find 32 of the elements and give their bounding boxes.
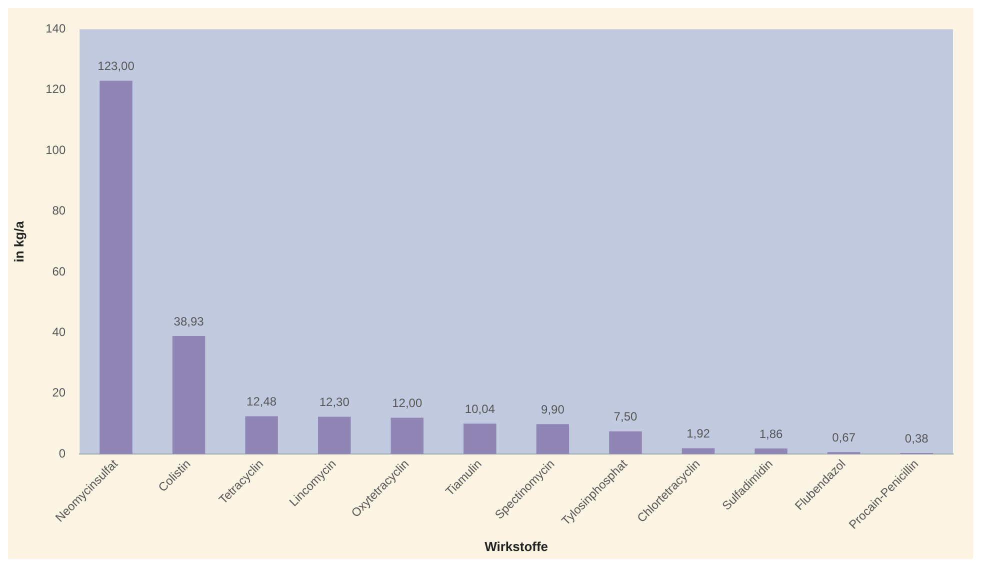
y-tick-label: 40 bbox=[52, 325, 66, 340]
data-label: 0,67 bbox=[832, 430, 856, 444]
y-tick-label: 20 bbox=[52, 386, 66, 400]
bar bbox=[318, 416, 351, 454]
y-tick-label: 60 bbox=[52, 264, 66, 278]
bar bbox=[172, 336, 206, 454]
data-label: 1,86 bbox=[759, 426, 784, 441]
bar bbox=[390, 418, 424, 454]
y-tick-label: 120 bbox=[46, 82, 66, 96]
y-tick-label: 100 bbox=[46, 142, 66, 157]
bar bbox=[100, 80, 132, 454]
x-axis-title: Wirkstoffe bbox=[484, 538, 548, 554]
y-tick-label: 0 bbox=[58, 446, 66, 460]
y-axis-title: in kg/a bbox=[11, 220, 26, 262]
bar bbox=[536, 424, 570, 454]
data-label: 12,48 bbox=[246, 394, 277, 409]
data-label: 38,93 bbox=[174, 314, 204, 328]
bar bbox=[245, 416, 278, 454]
bar bbox=[464, 424, 496, 454]
data-label: 9,90 bbox=[541, 402, 565, 416]
data-label: 12,00 bbox=[392, 396, 422, 410]
data-label: 12,30 bbox=[319, 395, 350, 410]
data-label: 123,00 bbox=[98, 59, 135, 74]
bar bbox=[682, 448, 715, 454]
data-label: 10,04 bbox=[464, 402, 496, 416]
data-label: 1,92 bbox=[686, 426, 710, 441]
data-label: 7,50 bbox=[614, 410, 638, 424]
y-tick-label: 80 bbox=[52, 204, 66, 218]
y-tick-label: 140 bbox=[46, 22, 66, 36]
data-label: 0,38 bbox=[904, 431, 929, 446]
bar bbox=[609, 431, 642, 454]
bar bbox=[754, 448, 788, 454]
